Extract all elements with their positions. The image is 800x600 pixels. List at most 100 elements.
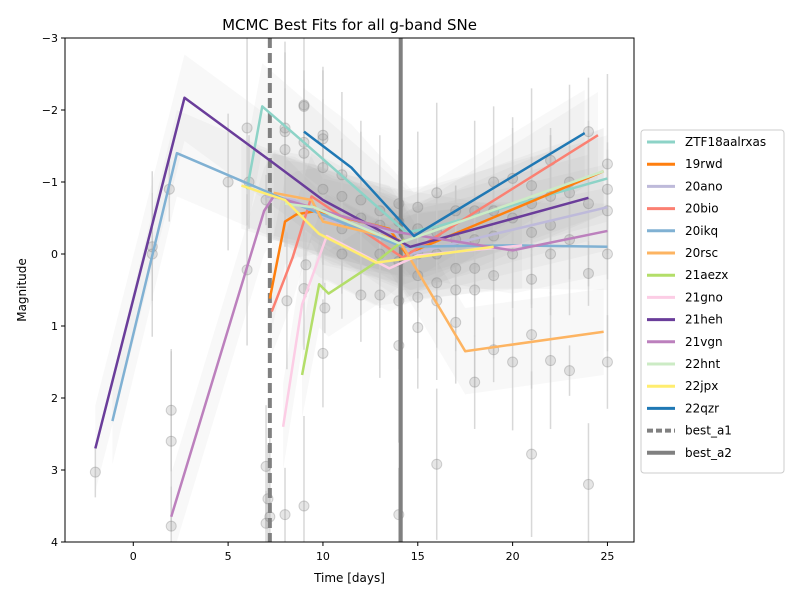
legend-label-20ano: 20ano: [685, 179, 723, 193]
observation-point: [89, 466, 101, 478]
observation-point: [355, 194, 367, 206]
legend-label-21gno: 21gno: [685, 290, 723, 304]
observation-point: [374, 289, 386, 301]
observation-point: [526, 273, 538, 285]
observation-point: [488, 270, 500, 282]
legend-label-21aezx: 21aezx: [685, 268, 728, 282]
y-axis-label: Magnitude: [15, 258, 29, 322]
observation-point: [601, 356, 613, 368]
legend: ZTF18aalrxas 19rwd 20ano 20bio 20ikq 20rsc 21a…: [640, 129, 785, 474]
x-tick-label: 15: [411, 550, 425, 563]
observation-point: [222, 176, 234, 188]
observation-point: [298, 99, 310, 111]
y-tick-label: 1: [51, 320, 58, 333]
series-line-22jpx: [240, 184, 494, 264]
legend-label-20bio: 20bio: [685, 202, 719, 216]
observation-point: [281, 295, 293, 307]
series-line-21aezx: [300, 238, 406, 376]
observation-point: [317, 133, 329, 145]
observation-point: [545, 248, 557, 260]
observation-point: [431, 277, 443, 289]
series-line-22qzr: [303, 130, 586, 238]
x-tick-label: 0: [130, 550, 137, 563]
legend-label-21heh: 21heh: [685, 313, 723, 327]
observation-point: [582, 126, 594, 138]
observation-point: [469, 376, 481, 388]
chart-title: MCMC Best Fits for all g-band SNe: [222, 16, 477, 34]
observation-point: [412, 201, 424, 213]
legend-box: [640, 129, 785, 474]
observation-point: [298, 100, 310, 112]
observation-point: [241, 122, 253, 134]
observation-point: [165, 435, 177, 447]
series-line-20bio: [270, 134, 599, 313]
observation-point: [545, 355, 557, 367]
observation-point: [412, 321, 424, 333]
observation-point: [582, 267, 594, 279]
y-tick-label: 2: [51, 392, 58, 405]
observation-point: [431, 187, 443, 199]
series-line-22hnt: [284, 170, 605, 245]
observation-point: [298, 500, 310, 512]
observation-point: [582, 478, 594, 490]
observation-points: [89, 99, 613, 532]
observation-point: [507, 248, 519, 260]
observation-point: [165, 404, 177, 416]
band-22hnt: [285, 128, 604, 287]
band-20rsc: [273, 149, 604, 395]
observation-point: [355, 289, 367, 301]
x-tick-label: 25: [600, 550, 614, 563]
observation-point: [526, 448, 538, 460]
legend-label-ZTF18aalrxas: ZTF18aalrxas: [685, 135, 766, 149]
observation-point: [526, 226, 538, 238]
observation-point: [165, 520, 177, 532]
band-21aezx: [302, 196, 405, 419]
observation-point: [469, 284, 481, 296]
observation-point: [319, 302, 331, 314]
legend-label-22qzr: 22qzr: [685, 401, 719, 415]
observation-point: [601, 183, 613, 195]
observation-point: [336, 248, 348, 260]
y-tick-label: 3: [51, 464, 58, 477]
plot-frame: [64, 37, 635, 543]
observation-point: [317, 183, 329, 195]
x-tick-label: 5: [225, 550, 232, 563]
y-axis: −3 −2 −1 0 1 2 3 4: [42, 32, 65, 549]
observation-point: [317, 162, 329, 174]
observation-point: [298, 147, 310, 159]
legend-label-20rsc: 20rsc: [685, 246, 718, 260]
band-21heh: [95, 54, 589, 492]
reference-lines: [267, 38, 403, 542]
series-line-20rsc: [273, 191, 604, 353]
observation-point: [526, 180, 538, 192]
plot-area: [65, 38, 634, 542]
observation-point: [564, 365, 576, 377]
observation-point: [526, 329, 538, 341]
observation-point: [601, 158, 613, 170]
observation-point: [279, 144, 291, 156]
band-21vgn: [171, 153, 608, 542]
observation-point: [450, 284, 462, 296]
legend-label-22hnt: 22hnt: [685, 357, 720, 371]
fit-lines: [94, 96, 608, 518]
observation-point: [279, 509, 291, 521]
legend-label-best_a1: best_a1: [685, 424, 732, 438]
legend-label-19rwd: 19rwd: [685, 157, 723, 171]
observation-point: [317, 129, 329, 141]
observation-point: [469, 262, 481, 274]
y-tick-label: −2: [42, 104, 58, 117]
x-axis-label: Time [days]: [313, 571, 385, 585]
band-21gno: [283, 192, 523, 471]
legend-label-22jpx: 22jpx: [685, 379, 718, 393]
y-tick-label: −3: [42, 32, 58, 45]
observation-point: [450, 316, 462, 328]
y-tick-label: −1: [42, 176, 58, 189]
legend-label-21vgn: 21vgn: [685, 335, 723, 349]
x-tick-label: 20: [506, 550, 520, 563]
observation-point: [336, 190, 348, 202]
observation-point: [317, 347, 329, 359]
y-tick-label: 0: [51, 248, 58, 261]
x-tick-label: 10: [316, 550, 330, 563]
observation-point: [412, 291, 424, 303]
